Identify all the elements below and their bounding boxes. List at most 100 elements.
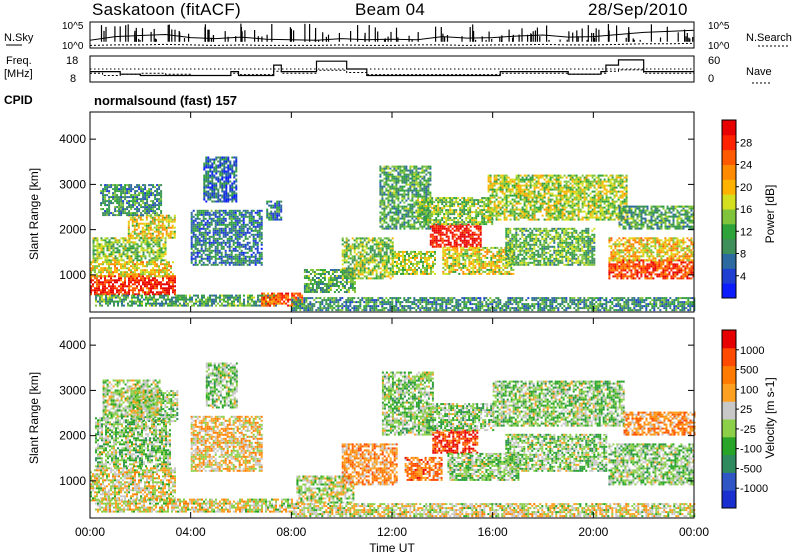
data-cell — [190, 241, 193, 244]
data-cell — [459, 233, 462, 236]
data-cell — [427, 227, 430, 230]
nave-label: Nave — [746, 66, 772, 78]
data-cell — [381, 189, 384, 192]
data-cell — [112, 214, 115, 217]
data-cell — [160, 255, 163, 258]
data-cell — [392, 270, 394, 273]
data-cell — [207, 184, 210, 187]
data-cell — [134, 255, 137, 258]
data-cell — [238, 245, 241, 248]
data-cell — [164, 243, 167, 246]
data-cell — [445, 217, 448, 220]
data-cell — [375, 277, 378, 280]
data-cell — [234, 255, 237, 258]
data-cell — [124, 243, 127, 246]
data-cell — [161, 218, 164, 221]
data-cell — [129, 304, 131, 307]
data-cell — [258, 229, 261, 232]
data-cell — [146, 210, 149, 213]
data-cell — [471, 233, 474, 236]
data-cell — [120, 245, 123, 248]
data-cell — [273, 302, 276, 305]
data-cell — [416, 262, 418, 265]
data-cell — [155, 228, 158, 231]
data-cell — [449, 205, 452, 208]
data-cell — [90, 275, 92, 278]
data-cell — [152, 285, 154, 288]
data-cell — [146, 277, 148, 280]
data-cell — [149, 304, 151, 307]
data-cell — [223, 300, 225, 303]
data-cell — [244, 261, 247, 264]
data-cell — [122, 267, 124, 270]
data-cell — [142, 275, 144, 278]
data-cell — [407, 193, 410, 196]
data-cell — [95, 298, 97, 301]
data-cell — [263, 294, 265, 297]
data-cell — [403, 173, 406, 176]
data-cell — [389, 267, 392, 270]
data-cell — [134, 269, 136, 272]
data-cell — [219, 166, 222, 169]
data-cell — [209, 196, 212, 199]
data-cell — [383, 237, 386, 240]
data-cell — [190, 229, 193, 232]
data-cell — [158, 192, 161, 195]
data-cell — [391, 185, 394, 188]
data-cell — [250, 247, 253, 250]
data-cell — [321, 269, 324, 271]
data-cell — [120, 190, 123, 193]
data-cell — [167, 234, 170, 237]
data-cell — [108, 202, 111, 205]
data-cell — [108, 208, 111, 211]
data-cell — [419, 175, 422, 178]
data-cell — [113, 302, 115, 305]
data-cell — [158, 255, 161, 258]
data-cell — [445, 233, 448, 236]
data-cell — [240, 261, 243, 264]
data-cell — [404, 262, 406, 265]
data-cell — [225, 200, 228, 203]
data-cell — [104, 190, 107, 193]
data-cell — [203, 166, 206, 169]
data-cell — [341, 239, 344, 242]
data-cell — [209, 170, 212, 173]
data-cell — [345, 267, 348, 270]
data-cell — [423, 209, 426, 212]
data-cell — [235, 192, 238, 195]
data-cell — [100, 283, 102, 286]
data-cell — [162, 275, 164, 278]
data-cell — [120, 192, 123, 195]
data-cell — [92, 275, 94, 278]
data-cell — [136, 247, 139, 250]
data-cell — [122, 202, 125, 205]
data-cell — [128, 190, 131, 193]
data-cell — [217, 160, 220, 163]
data-cell — [311, 285, 314, 287]
data-cell — [375, 253, 378, 256]
data-cell — [152, 291, 154, 294]
data-cell — [205, 176, 208, 179]
data-cell — [331, 283, 334, 285]
data-cell — [359, 241, 362, 244]
data-cell — [307, 283, 310, 285]
data-cell — [212, 233, 215, 236]
data-cell — [206, 209, 209, 212]
data-cell — [225, 176, 228, 179]
data-cell — [423, 203, 426, 206]
data-cell — [439, 231, 442, 234]
data-cell — [221, 176, 224, 179]
data-cell — [194, 251, 197, 254]
data-cell — [138, 208, 141, 211]
data-cell — [122, 188, 125, 191]
data-cell — [279, 300, 282, 303]
data-cell — [425, 207, 428, 210]
data-cell — [333, 291, 336, 293]
data-cell — [149, 228, 152, 231]
data-cell — [250, 245, 253, 248]
data-cell — [124, 261, 126, 264]
data-cell — [412, 262, 414, 265]
data-cell — [144, 206, 147, 209]
data-cell — [359, 251, 362, 254]
data-cell — [406, 272, 408, 275]
